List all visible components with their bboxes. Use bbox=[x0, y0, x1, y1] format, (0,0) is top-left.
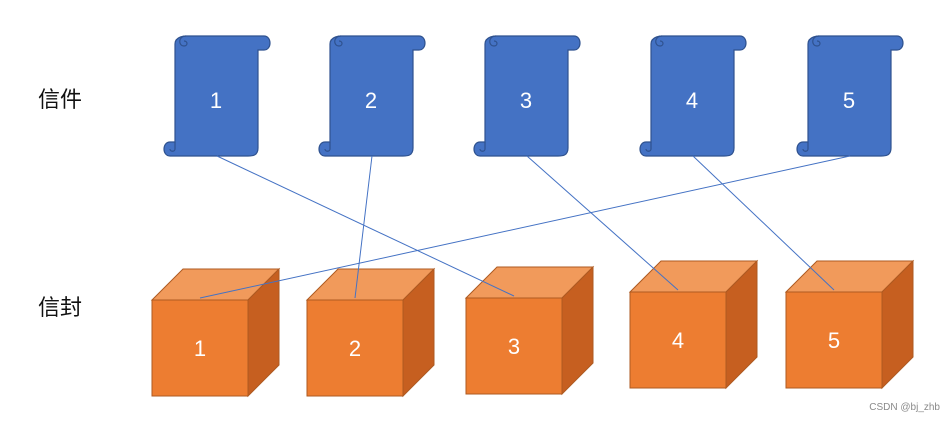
envelope-number: 2 bbox=[349, 336, 361, 361]
scroll-bottom-curl bbox=[324, 142, 331, 152]
letter-scroll: 3 bbox=[473, 35, 581, 157]
envelope-box: 3 bbox=[464, 265, 595, 396]
connection-line bbox=[526, 155, 679, 291]
scroll-bottom-curl bbox=[802, 142, 809, 152]
letters-row: 1 2 3 4 5 bbox=[163, 35, 904, 157]
scroll-top-curl bbox=[812, 35, 821, 47]
box-front-face bbox=[151, 299, 249, 397]
envelope-number: 3 bbox=[508, 334, 520, 359]
box-front-face bbox=[306, 299, 404, 397]
letter-number: 2 bbox=[365, 88, 377, 113]
envelope-box: 1 bbox=[150, 267, 281, 398]
watermark: CSDN @bj_zhb bbox=[869, 402, 940, 413]
scroll-bottom-curl bbox=[645, 142, 652, 152]
envelope-number: 5 bbox=[828, 328, 840, 353]
envelopes-row-label: 信封 bbox=[38, 296, 83, 321]
letter-number: 5 bbox=[843, 88, 855, 113]
envelope-box: 5 bbox=[784, 259, 915, 390]
scroll-top-curl bbox=[489, 35, 498, 47]
envelope-number: 4 bbox=[672, 328, 684, 353]
scroll-top-curl bbox=[179, 35, 188, 47]
connection-line bbox=[692, 155, 835, 291]
connection-line bbox=[216, 155, 515, 297]
envelope-box: 2 bbox=[305, 267, 436, 398]
scroll-top-curl bbox=[655, 35, 664, 47]
letter-scroll: 5 bbox=[796, 35, 904, 157]
scroll-bottom-curl bbox=[169, 142, 176, 152]
envelope-number: 1 bbox=[194, 336, 206, 361]
letter-scroll: 4 bbox=[639, 35, 747, 157]
box-front-face bbox=[785, 291, 883, 389]
scroll-top-curl bbox=[334, 35, 343, 47]
letter-number: 1 bbox=[210, 88, 222, 113]
box-front-face bbox=[629, 291, 727, 389]
connection-line bbox=[354, 155, 373, 299]
connection-lines bbox=[199, 155, 851, 299]
box-front-face bbox=[465, 297, 563, 395]
letter-number: 4 bbox=[686, 88, 698, 113]
letters-row-label: 信件 bbox=[38, 88, 83, 113]
letter-number: 3 bbox=[520, 88, 532, 113]
scroll-bottom-curl bbox=[479, 142, 486, 152]
letter-scroll: 1 bbox=[163, 35, 271, 157]
letter-scroll: 2 bbox=[318, 35, 426, 157]
envelopes-row: 1 2 3 4 5 bbox=[150, 259, 915, 398]
connection-line bbox=[199, 155, 851, 299]
envelope-box: 4 bbox=[628, 259, 759, 390]
